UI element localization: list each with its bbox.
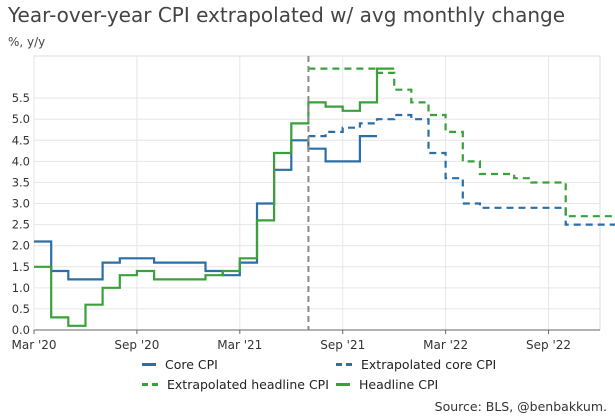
legend-label-extrapolated-headline-cpi: Extrapolated headline CPI — [167, 377, 329, 392]
x-tick-label: Sep '21 — [320, 338, 365, 352]
x-tick-label: Sep '22 — [526, 338, 571, 352]
x-tick-label: Mar '20 — [11, 338, 56, 352]
y-tick-label: 2.0 — [12, 239, 30, 253]
legend-swatch-core-cpi — [142, 363, 156, 366]
source-note: Source: BLS, @benbakkum. — [434, 399, 607, 414]
legend-swatch-headline-cpi — [336, 383, 350, 386]
legend-extrapolated-core-cpi[interactable]: Extrapolated core CPI — [336, 357, 496, 372]
y-tick-label: 5.5 — [12, 91, 30, 105]
y-tick-label: 1.0 — [12, 281, 30, 295]
legend-label-extrapolated-core-cpi: Extrapolated core CPI — [361, 357, 497, 372]
x-tick-label: Mar '21 — [217, 338, 262, 352]
y-tick-label: 0.5 — [12, 302, 30, 316]
y-axis-unit-label: %, y/y — [8, 35, 46, 49]
chart-title: Year-over-year CPI extrapolated w/ avg m… — [8, 3, 566, 27]
x-tick-label: Sep '20 — [114, 338, 159, 352]
y-tick-label: 1.5 — [12, 260, 30, 274]
series-layer — [34, 56, 615, 330]
series-line-extrapolated-headline-cpi — [308, 67, 615, 218]
series-line-headline-cpi — [34, 67, 395, 327]
y-tick-label: 4.5 — [12, 133, 30, 147]
y-tick-label: 2.5 — [12, 218, 30, 232]
y-tick-label: 3.5 — [12, 175, 30, 189]
y-tick-label: 0.0 — [12, 323, 30, 337]
legend-label-core-cpi: Core CPI — [165, 357, 218, 372]
legend-extrapolated-headline-cpi[interactable]: Extrapolated headline CPI — [142, 377, 329, 392]
legend-swatch-extrapolated-headline-cpi — [142, 383, 158, 386]
x-tick-label: Mar '22 — [423, 338, 468, 352]
legend-core-cpi[interactable]: Core CPI — [142, 357, 218, 372]
legend-label-headline-cpi: Headline CPI — [359, 377, 439, 392]
y-tick-label: 5.0 — [12, 112, 30, 126]
y-tick-label: 3.0 — [12, 197, 30, 211]
y-tick-label: 4.0 — [12, 154, 30, 168]
legend-headline-cpi[interactable]: Headline CPI — [336, 377, 438, 392]
axis-layer: 0.0 0.5 1.0 1.5 2.0 2.5 3.0 3.5 4.0 4.5 5.0 5.5 Mar … — [11, 91, 600, 352]
legend-swatch-extrapolated-core-cpi — [336, 363, 352, 366]
